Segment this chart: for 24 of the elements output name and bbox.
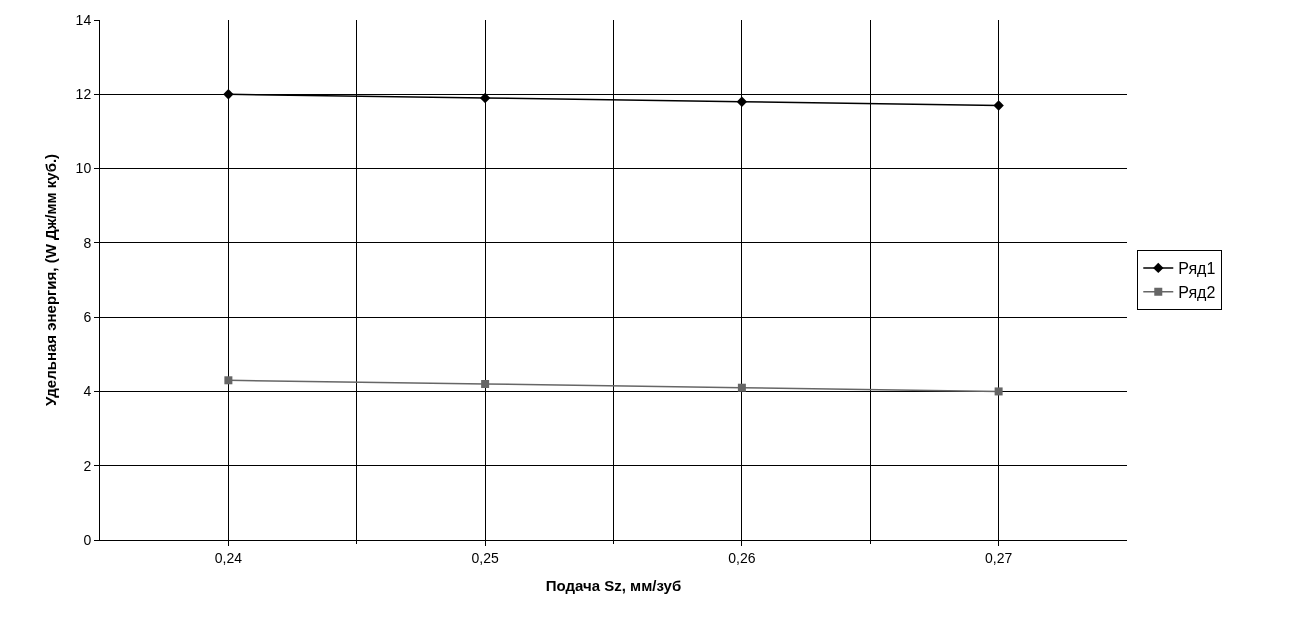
- y-tick-label: 10: [75, 160, 92, 177]
- y-tick-label: 4: [83, 383, 92, 400]
- x-tick-label: 0,26: [728, 549, 756, 566]
- point: [993, 100, 1004, 111]
- point: [224, 376, 233, 385]
- y-tick-label: 12: [75, 86, 92, 103]
- point: [223, 89, 234, 100]
- y-tick-label: 14: [75, 11, 92, 28]
- x-tick-label: 0,24: [214, 549, 243, 566]
- point: [994, 387, 1003, 396]
- point: [737, 383, 746, 392]
- point: [479, 92, 491, 104]
- legend-label: Ряд2: [1178, 283, 1216, 301]
- point: [736, 96, 748, 107]
- x-tick-label: 0,25: [471, 549, 499, 566]
- y-axis-title: Удельная энергия, (W Дж/мм куб.): [41, 153, 59, 407]
- y-tick-label: 0: [83, 531, 92, 548]
- x-axis-title: Подача Sz, мм/зуб: [545, 576, 682, 594]
- point: [481, 380, 490, 388]
- legend-label: Ряд1: [1178, 260, 1216, 278]
- y-tick-label: 8: [83, 234, 92, 251]
- x-tick-label: 0,27: [985, 549, 1013, 566]
- y-tick-label: 2: [83, 457, 92, 474]
- y-tick-label: 6: [83, 309, 92, 326]
